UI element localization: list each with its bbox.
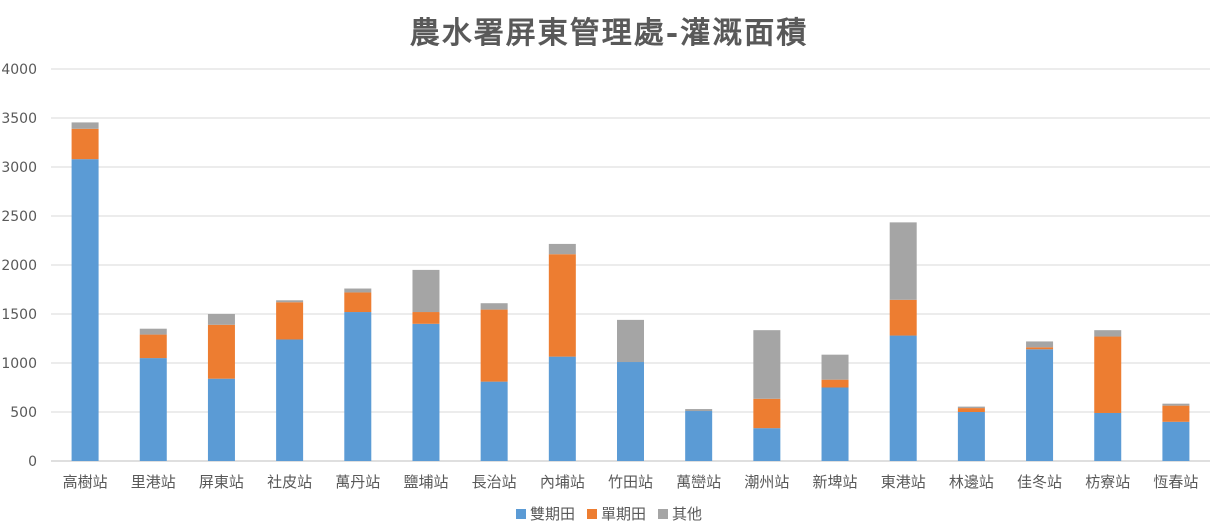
x-tick-label: 萬巒站 (676, 473, 721, 491)
bar-segment-潮州站-單期田 (753, 398, 781, 429)
x-tick-label: 社皮站 (267, 473, 312, 491)
legend-swatch (586, 509, 597, 519)
y-axis-ticks: 0 500 1000 1500 2000 2500 3000 3500 4000 (1, 62, 37, 470)
bar-segment-社皮站-雙期田 (276, 339, 304, 461)
bar-segment-里港站-單期田 (139, 334, 167, 359)
bar-segment-社皮站-其他 (276, 300, 304, 303)
bar-segment-枋寮站-單期田 (1094, 336, 1122, 413)
bar-segment-屏東站-單期田 (207, 324, 235, 379)
bar-segment-佳冬站-單期田 (1026, 347, 1054, 350)
bar-segment-東港站-其他 (889, 222, 917, 300)
x-tick-label: 新埤站 (813, 473, 858, 491)
bar-segment-萬丹站-單期田 (344, 292, 372, 313)
x-tick-label: 長治站 (472, 473, 517, 491)
bar-segment-高樹站-其他 (71, 122, 99, 129)
bar-segment-社皮站-單期田 (276, 302, 304, 340)
bar-segment-枋寮站-其他 (1094, 330, 1122, 337)
bar-segment-東港站-雙期田 (889, 335, 917, 461)
y-tick-label: 500 (10, 405, 37, 421)
bar-segment-鹽埔站-單期田 (412, 312, 440, 324)
bar-segment-屏東站-其他 (207, 314, 235, 325)
y-tick-label: 4000 (1, 62, 37, 78)
bar-segment-恆春站-雙期田 (1162, 421, 1190, 461)
x-tick-label: 佳冬站 (1017, 473, 1062, 491)
bar-segment-竹田站-雙期田 (617, 362, 644, 461)
legend-item: 雙期田 (515, 503, 575, 524)
x-axis-ticks: 高樹站 里港站 屏東站 社皮站 萬丹站 鹽埔站 長治站 內埔站 竹田站 萬巒站 潮州站 新埤站 東港站 林… (63, 473, 1199, 491)
bar-segment-恆春站-其他 (1162, 403, 1190, 406)
y-tick-label: 2000 (1, 258, 37, 274)
bar-segment-長治站-單期田 (480, 309, 508, 382)
x-tick-label: 恆春站 (1153, 473, 1198, 491)
bar-segment-萬巒站-雙期田 (685, 411, 713, 461)
bar-segment-恆春站-單期田 (1162, 405, 1190, 422)
bar-segment-鹽埔站-其他 (412, 269, 440, 313)
y-tick-label: 2500 (1, 209, 37, 225)
x-tick-label: 東港站 (881, 473, 926, 491)
legend-item: 單期田 (586, 503, 646, 524)
x-tick-label: 萬丹站 (335, 473, 380, 491)
bar-segment-新埤站-其他 (821, 354, 849, 380)
bar-segment-竹田站-其他 (617, 319, 644, 363)
bar-segment-高樹站-雙期田 (71, 159, 99, 461)
bar-segment-長治站-其他 (480, 303, 508, 310)
bar-segment-萬丹站-雙期田 (344, 312, 372, 461)
bar-segment-高樹站-單期田 (71, 128, 99, 160)
legend-label: 單期田 (600, 505, 646, 523)
y-tick-label: 0 (28, 454, 37, 470)
x-tick-label: 潮州站 (744, 473, 789, 491)
bar-segment-里港站-其他 (139, 328, 167, 335)
bar-segment-佳冬站-雙期田 (1026, 349, 1054, 461)
y-tick-label: 3500 (1, 111, 37, 127)
bar-segment-長治站-雙期田 (480, 381, 508, 461)
x-tick-label: 內埔站 (540, 473, 585, 491)
legend-label: 其他 (672, 505, 703, 523)
y-tick-label: 1000 (1, 356, 37, 372)
bar-segment-林邊站-單期田 (957, 408, 985, 412)
x-tick-label: 竹田站 (608, 473, 653, 491)
bar-segment-里港站-雙期田 (139, 358, 167, 461)
y-tick-label: 1500 (1, 307, 37, 323)
bar-segment-枋寮站-雙期田 (1094, 412, 1122, 461)
legend: 雙期田 單期田 其他 (0, 503, 1218, 524)
legend-item: 其他 (658, 503, 702, 524)
bar-segment-屏東站-雙期田 (207, 378, 235, 461)
bar-segment-內埔站-雙期田 (548, 356, 576, 461)
bar-segment-萬巒站-其他 (685, 409, 713, 412)
bar-segment-潮州站-雙期田 (753, 428, 781, 461)
bar-segment-鹽埔站-雙期田 (412, 323, 440, 461)
bar-segment-萬丹站-其他 (344, 288, 372, 293)
bar-segment-林邊站-雙期田 (957, 412, 985, 461)
legend-swatch (658, 509, 668, 519)
bar-segment-林邊站-其他 (957, 406, 985, 409)
bar-segment-內埔站-其他 (548, 243, 576, 255)
x-tick-label: 高樹站 (63, 473, 108, 491)
bar-segment-新埤站-單期田 (821, 379, 849, 388)
legend-swatch (515, 509, 526, 519)
legend-label: 雙期田 (529, 505, 575, 523)
bar-segment-新埤站-雙期田 (821, 387, 849, 461)
bars (71, 122, 1190, 461)
x-tick-label: 枋寮站 (1085, 473, 1130, 491)
bar-segment-佳冬站-其他 (1026, 341, 1054, 348)
bar-segment-內埔站-單期田 (548, 254, 576, 357)
x-tick-label: 屏東站 (199, 473, 244, 491)
bar-segment-東港站-單期田 (889, 299, 917, 336)
x-tick-label: 鹽埔站 (403, 473, 448, 491)
y-tick-label: 3000 (1, 160, 37, 176)
bar-segment-潮州站-其他 (753, 330, 781, 399)
chart-title: 農水署屏東管理處-灌溉面積 (409, 16, 809, 51)
x-tick-label: 里港站 (131, 473, 176, 491)
x-tick-label: 林邊站 (949, 473, 994, 491)
